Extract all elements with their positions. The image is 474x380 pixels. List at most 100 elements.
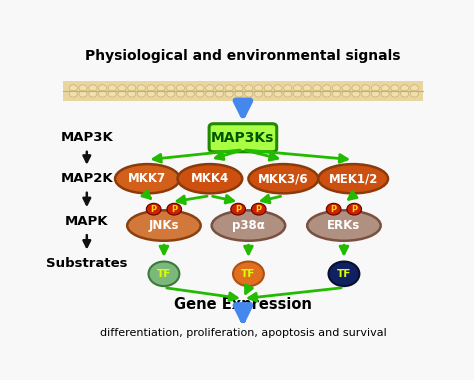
Circle shape: [69, 91, 77, 97]
Text: P: P: [235, 205, 241, 214]
Text: p38α: p38α: [232, 219, 265, 232]
Circle shape: [225, 91, 233, 97]
Ellipse shape: [212, 211, 285, 241]
Ellipse shape: [318, 164, 388, 193]
Circle shape: [283, 91, 292, 97]
Circle shape: [176, 91, 184, 97]
Circle shape: [233, 261, 264, 286]
Text: TF: TF: [241, 269, 255, 279]
Circle shape: [99, 91, 107, 97]
Circle shape: [264, 85, 272, 91]
Circle shape: [137, 91, 146, 97]
Text: MAP3Ks: MAP3Ks: [211, 131, 274, 145]
Text: P: P: [151, 205, 157, 214]
Circle shape: [352, 85, 360, 91]
Circle shape: [303, 91, 311, 97]
Circle shape: [167, 85, 175, 91]
Text: P: P: [330, 205, 337, 214]
Circle shape: [362, 91, 370, 97]
Circle shape: [371, 91, 380, 97]
Circle shape: [167, 91, 175, 97]
Circle shape: [293, 85, 301, 91]
FancyBboxPatch shape: [209, 124, 277, 152]
Circle shape: [391, 85, 399, 91]
Circle shape: [342, 91, 350, 97]
Text: MKK4: MKK4: [191, 172, 229, 185]
Circle shape: [167, 203, 182, 215]
Ellipse shape: [127, 211, 201, 241]
Circle shape: [264, 91, 272, 97]
Circle shape: [137, 85, 146, 91]
Text: ERKs: ERKs: [328, 219, 361, 232]
Circle shape: [326, 203, 341, 215]
Circle shape: [401, 85, 409, 91]
FancyBboxPatch shape: [63, 81, 423, 101]
Ellipse shape: [178, 164, 242, 193]
Circle shape: [148, 261, 179, 286]
Text: TF: TF: [337, 269, 351, 279]
Circle shape: [332, 91, 340, 97]
Text: JNKs: JNKs: [149, 219, 179, 232]
Circle shape: [147, 91, 155, 97]
Circle shape: [283, 85, 292, 91]
Circle shape: [99, 85, 107, 91]
Circle shape: [332, 85, 340, 91]
Text: MAP3K: MAP3K: [60, 131, 113, 144]
Text: Substrates: Substrates: [46, 257, 128, 270]
Circle shape: [342, 85, 350, 91]
Circle shape: [79, 91, 87, 97]
Circle shape: [216, 91, 224, 97]
Circle shape: [391, 91, 399, 97]
Circle shape: [196, 91, 204, 97]
Circle shape: [313, 85, 321, 91]
Circle shape: [313, 91, 321, 97]
Circle shape: [176, 85, 184, 91]
Circle shape: [245, 91, 253, 97]
Text: TF: TF: [157, 269, 171, 279]
Circle shape: [410, 85, 419, 91]
Circle shape: [157, 85, 165, 91]
Text: MKK7: MKK7: [128, 172, 166, 185]
Text: MAPK: MAPK: [65, 215, 109, 228]
Ellipse shape: [307, 211, 381, 241]
Text: P: P: [255, 205, 262, 214]
Ellipse shape: [248, 164, 318, 193]
Circle shape: [89, 91, 97, 97]
Circle shape: [186, 85, 194, 91]
Circle shape: [323, 91, 331, 97]
Circle shape: [128, 85, 136, 91]
Circle shape: [186, 91, 194, 97]
Text: Gene Expression: Gene Expression: [174, 297, 312, 312]
Circle shape: [328, 261, 359, 286]
Circle shape: [381, 85, 389, 91]
Circle shape: [196, 85, 204, 91]
Circle shape: [118, 91, 126, 97]
Circle shape: [108, 91, 116, 97]
Text: P: P: [171, 205, 177, 214]
Circle shape: [245, 85, 253, 91]
Circle shape: [303, 85, 311, 91]
Circle shape: [347, 203, 362, 215]
Circle shape: [235, 85, 243, 91]
Circle shape: [225, 85, 233, 91]
Circle shape: [79, 85, 87, 91]
Circle shape: [293, 91, 301, 97]
Circle shape: [108, 85, 116, 91]
Circle shape: [362, 85, 370, 91]
Circle shape: [401, 91, 409, 97]
Circle shape: [118, 85, 126, 91]
Ellipse shape: [115, 164, 180, 193]
Circle shape: [157, 91, 165, 97]
Text: MKK3/6: MKK3/6: [258, 172, 309, 185]
Circle shape: [274, 85, 282, 91]
Circle shape: [231, 203, 246, 215]
Circle shape: [89, 85, 97, 91]
Circle shape: [147, 85, 155, 91]
Circle shape: [146, 203, 161, 215]
Text: MEK1/2: MEK1/2: [328, 172, 378, 185]
Text: P: P: [351, 205, 357, 214]
Circle shape: [206, 91, 214, 97]
Circle shape: [381, 91, 389, 97]
Circle shape: [206, 85, 214, 91]
Circle shape: [255, 91, 263, 97]
